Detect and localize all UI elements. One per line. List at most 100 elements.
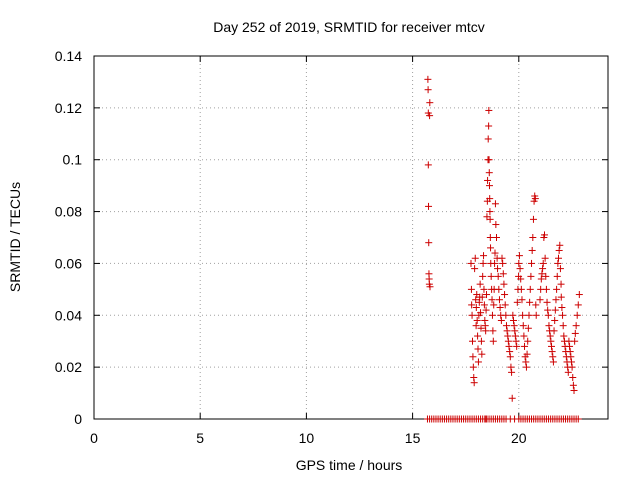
data-point — [500, 280, 508, 288]
y-tick-label: 0.1 — [63, 152, 83, 168]
data-point — [555, 246, 563, 254]
data-point — [477, 309, 485, 317]
data-point — [568, 363, 576, 371]
x-tick-label: 5 — [196, 430, 204, 446]
data-point — [573, 311, 581, 319]
y-tick-label: 0.04 — [55, 307, 82, 323]
data-point — [484, 176, 492, 184]
data-point — [548, 348, 556, 356]
data-point — [569, 374, 577, 382]
data-point — [478, 350, 486, 358]
data-point — [468, 301, 476, 309]
data-point — [482, 306, 490, 314]
data-point — [566, 348, 574, 356]
data-point — [480, 285, 488, 293]
data-point — [519, 322, 527, 330]
data-point — [469, 353, 477, 361]
data-point — [486, 208, 494, 216]
data-point — [480, 301, 488, 309]
data-points — [423, 75, 583, 423]
data-point — [523, 350, 531, 358]
data-point — [537, 275, 545, 283]
data-point — [515, 252, 523, 260]
data-point — [504, 337, 512, 345]
data-point — [479, 272, 487, 280]
data-point — [506, 348, 514, 356]
data-point — [544, 306, 552, 314]
data-point — [501, 301, 509, 309]
data-point — [471, 254, 479, 262]
data-point — [487, 244, 495, 252]
data-point — [524, 324, 532, 332]
data-point — [426, 283, 434, 291]
data-point — [559, 311, 567, 319]
data-point — [484, 135, 492, 143]
data-point — [570, 386, 578, 394]
data-point — [487, 272, 495, 280]
data-point — [426, 112, 434, 120]
data-point — [510, 322, 518, 330]
y-axis-label: SRMTID / TECUs — [7, 182, 23, 292]
data-point — [518, 296, 526, 304]
x-tick-label: 10 — [299, 430, 315, 446]
data-point — [567, 353, 575, 361]
data-point — [525, 311, 533, 319]
data-point — [567, 358, 575, 366]
data-point — [506, 353, 514, 361]
data-point — [492, 221, 500, 229]
data-point — [515, 259, 523, 267]
data-point — [426, 99, 434, 107]
data-point — [521, 342, 529, 350]
data-point — [472, 304, 480, 312]
data-point — [547, 337, 555, 345]
x-tick-label: 20 — [511, 430, 527, 446]
axis-ticks: 0 0.02 0.04 0.06 0.08 0.1 0.12 0.14 0 5 10 15 20 — [55, 48, 608, 446]
data-point — [566, 342, 574, 350]
data-point — [548, 342, 556, 350]
data-point — [539, 265, 547, 273]
data-point — [551, 316, 559, 324]
data-point — [468, 337, 476, 345]
data-point — [575, 291, 583, 299]
y-tick-label: 0.02 — [55, 359, 82, 375]
data-point — [485, 182, 493, 190]
data-point — [485, 106, 493, 114]
data-point — [467, 259, 475, 267]
data-point — [424, 75, 432, 83]
y-tick-label: 0 — [74, 411, 82, 427]
data-point — [472, 322, 480, 330]
data-point — [541, 254, 549, 262]
data-point — [526, 298, 534, 306]
data-point — [557, 293, 565, 301]
data-point — [485, 122, 493, 130]
data-point — [538, 270, 546, 278]
data-point — [501, 291, 509, 299]
data-point — [482, 327, 490, 335]
data-point — [424, 161, 432, 169]
data-point — [477, 324, 485, 332]
data-point — [509, 316, 517, 324]
data-point — [508, 368, 516, 376]
data-point — [486, 195, 494, 203]
data-point — [494, 272, 502, 280]
data-point — [505, 342, 513, 350]
data-point — [474, 358, 482, 366]
data-point — [488, 296, 496, 304]
data-point — [504, 332, 512, 340]
data-point — [545, 322, 553, 330]
data-point — [540, 231, 548, 239]
data-point — [483, 291, 491, 299]
data-point — [555, 254, 563, 262]
data-point — [554, 259, 562, 267]
data-point — [486, 234, 494, 241]
data-point — [559, 322, 567, 330]
data-point — [550, 327, 558, 335]
data-point — [571, 329, 579, 337]
data-point — [543, 298, 551, 306]
data-point — [478, 293, 486, 301]
data-point — [498, 254, 506, 262]
data-point — [477, 337, 485, 345]
data-point — [511, 332, 519, 340]
data-point — [527, 272, 535, 280]
data-point — [489, 337, 497, 345]
